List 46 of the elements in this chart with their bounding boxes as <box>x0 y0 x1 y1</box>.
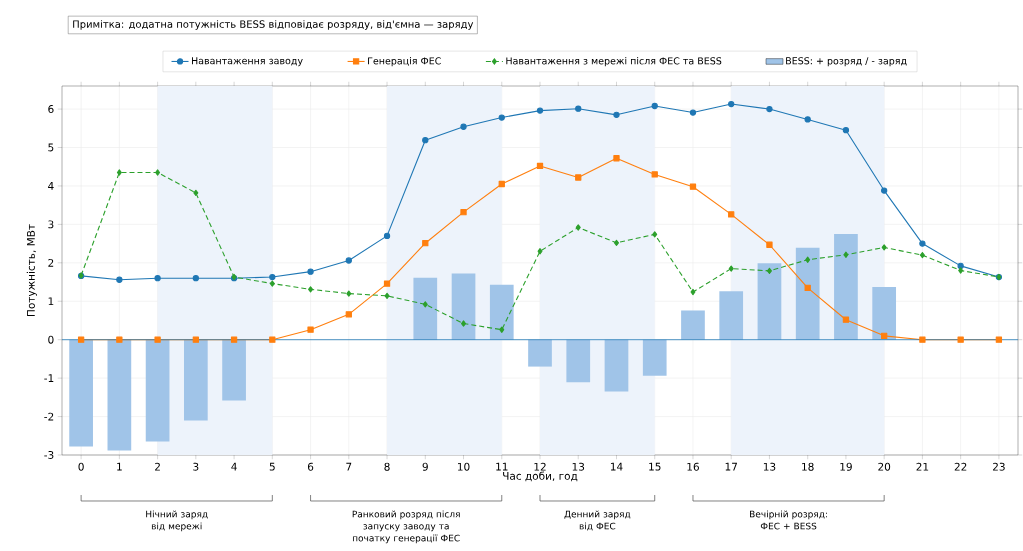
text: Денний заряд від ФЕС <box>564 510 631 531</box>
y-tick-label: 0 <box>48 335 54 344</box>
legend-label: BESS: + розряд / - заряд <box>786 57 907 67</box>
x-tick-label: 22 <box>954 462 967 471</box>
x-tick-label: 18 <box>802 462 814 471</box>
x-tick-label: 17 <box>725 462 737 471</box>
x-tick-label: 13 <box>763 462 776 471</box>
x-tick-label: 14 <box>610 462 623 471</box>
x-tick-label: 0 <box>78 462 84 471</box>
x-tick-label: 11 <box>496 462 508 471</box>
text: Ранковий розряд після запуску заводу та початку генерації ФЕС <box>352 510 460 544</box>
y-tick-label: 2 <box>48 258 54 267</box>
y-tick-label: -2 <box>44 412 54 421</box>
y-tick-label: -1 <box>44 374 54 382</box>
y-tick-label: 4 <box>48 182 54 190</box>
y-tick-label: 5 <box>48 143 54 152</box>
text: Вечірній розряд: ФЕС + BESS <box>750 510 827 530</box>
x-tick-label: 3 <box>193 462 199 471</box>
x-tick-label: 6 <box>307 462 314 471</box>
y-tick-label: 6 <box>48 105 54 114</box>
y-tick-label: 3 <box>48 220 54 229</box>
x-tick-label: 16 <box>687 462 699 471</box>
x-tick-label: 5 <box>269 462 275 471</box>
legend-label: Навантаження заводу <box>192 57 303 67</box>
x-axis-title: Час доби, год <box>503 471 578 482</box>
x-tick-label: 2 <box>155 462 160 471</box>
text: Примітка: додатна потужність BESS відповідає розряду, від'ємна — заряду <box>73 20 474 30</box>
x-tick-label: 20 <box>878 462 891 471</box>
y-tick-label: -3 <box>44 451 54 459</box>
y-tick-label: 1 <box>48 297 54 306</box>
x-tick-label: 12 <box>534 462 546 471</box>
x-tick-label: 4 <box>231 462 237 471</box>
x-tick-label: 23 <box>992 462 1005 471</box>
legend-label: Навантаження з мережі після ФЕС та BESS <box>506 57 722 67</box>
x-tick-label: 10 <box>458 462 470 471</box>
x-tick-label: 8 <box>384 462 390 471</box>
legend-label: Генерація ФЕС <box>368 57 441 67</box>
x-tick-label: 15 <box>649 462 661 471</box>
x-tick-label: 13 <box>572 462 585 471</box>
x-tick-label: 1 <box>117 462 122 471</box>
x-tick-label: 21 <box>916 462 929 471</box>
x-tick-label: 9 <box>422 462 428 471</box>
text: Нічний заряд від мережі <box>146 510 208 532</box>
x-tick-label: 19 <box>840 462 852 471</box>
x-tick-label: 7 <box>346 462 352 471</box>
y-axis-title: Потужність, МВт <box>26 224 37 316</box>
